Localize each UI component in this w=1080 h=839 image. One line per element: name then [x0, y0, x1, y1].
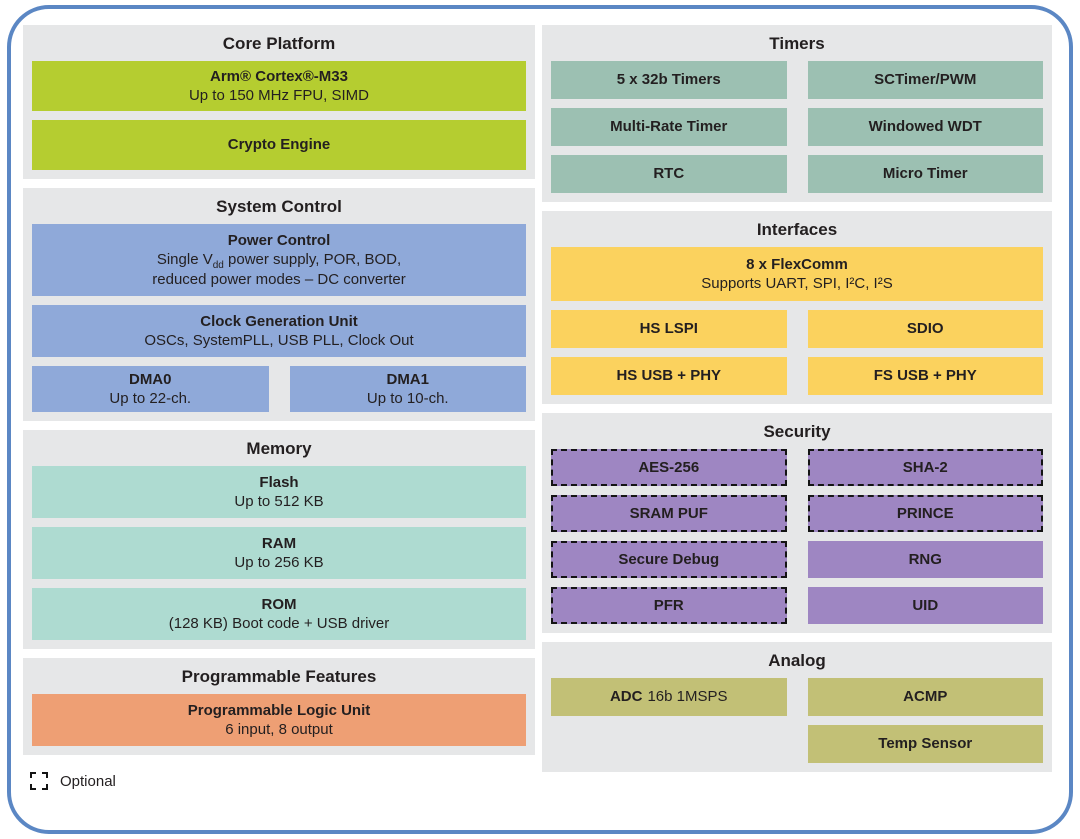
programmable-features-blocks: Programmable Logic Unit 6 input, 8 outpu…	[32, 694, 526, 746]
block-crypto-engine: Crypto Engine	[32, 120, 526, 170]
block-adc: ADC 16b 1MSPS	[551, 678, 787, 716]
power-control-title: Power Control	[227, 232, 331, 250]
vdd-subscript: dd	[212, 260, 224, 272]
block-temp-sensor: Temp Sensor	[807, 725, 1043, 763]
section-system-control: System Control Power Control Single Vdd …	[23, 188, 535, 421]
section-title-programmable-features: Programmable Features	[181, 667, 377, 686]
block-flash: Flash Up to 512 KB	[32, 466, 526, 518]
block-sram-puf: SRAM PUF	[551, 495, 787, 532]
block-diagram: Core Platform Arm® Cortex®-M33 Up to 150…	[23, 25, 1052, 772]
analog-grid: ADC 16b 1MSPS ACMP Temp Sensor	[551, 678, 1043, 763]
section-title-memory: Memory	[246, 439, 312, 458]
rom-subtitle: (128 KB) Boot code + USB driver	[168, 615, 390, 632]
block-micro-timer: Micro Timer	[807, 155, 1043, 193]
block-power-control: Power Control Single Vdd power supply, P…	[32, 224, 526, 296]
section-programmable-features: Programmable Features Programmable Logic…	[23, 658, 535, 755]
block-rng: RNG	[807, 541, 1043, 578]
block-dma0: DMA0 Up to 22-ch.	[32, 366, 269, 412]
ram-title: RAM	[261, 534, 297, 552]
section-title-timers: Timers	[769, 34, 825, 53]
block-fs-usb-phy: FS USB + PHY	[807, 357, 1043, 395]
section-interfaces: Interfaces 8 x FlexComm Supports UART, S…	[542, 211, 1052, 404]
block-dma1: DMA1 Up to 10-ch.	[289, 366, 526, 412]
block-hs-lspi: HS LSPI	[551, 310, 787, 348]
cortex-m33-title: Arm® Cortex®-M33	[210, 67, 348, 85]
section-title-system-control: System Control	[216, 197, 342, 216]
clock-generation-subtitle: OSCs, SystemPLL, USB PLL, Clock Out	[144, 332, 414, 349]
legend-label: Optional	[60, 772, 116, 790]
legend: Optional	[30, 772, 116, 790]
security-grid: AES-256 SHA-2 SRAM PUF PRINCE Secure Deb…	[551, 449, 1043, 624]
system-control-blocks: Power Control Single Vdd power supply, P…	[32, 224, 526, 412]
rom-title: ROM	[261, 595, 297, 613]
left-column: Core Platform Arm® Cortex®-M33 Up to 150…	[23, 25, 535, 772]
section-title-core-platform: Core Platform	[222, 34, 336, 53]
flash-title: Flash	[259, 473, 299, 491]
flexcomm-subtitle: Supports UART, SPI, I²C, I²S	[701, 275, 893, 292]
flexcomm-title: 8 x FlexComm	[746, 255, 848, 273]
interfaces-blocks: 8 x FlexComm Supports UART, SPI, I²C, I²…	[551, 247, 1043, 395]
block-hs-usb-phy: HS USB + PHY	[551, 357, 787, 395]
optional-dashed-box-icon	[30, 772, 48, 790]
power-control-line1: Single Vdd power supply, POR, BOD,	[156, 251, 402, 272]
block-cortex-m33: Arm® Cortex®-M33 Up to 150 MHz FPU, SIMD	[32, 61, 526, 111]
interfaces-grid: HS LSPI SDIO HS USB + PHY FS USB + PHY	[551, 310, 1043, 395]
crypto-engine-title: Crypto Engine	[227, 136, 331, 154]
section-title-analog: Analog	[768, 651, 826, 670]
block-multi-rate-timer: Multi-Rate Timer	[551, 108, 787, 146]
block-sha-2: SHA-2	[807, 449, 1043, 486]
section-title-security: Security	[763, 422, 831, 441]
adc-label: ADC 16b 1MSPS	[609, 688, 728, 706]
plu-title: Programmable Logic Unit	[187, 701, 371, 719]
block-ram: RAM Up to 256 KB	[32, 527, 526, 579]
block-uid: UID	[807, 587, 1043, 624]
flash-subtitle: Up to 512 KB	[234, 493, 324, 510]
block-sdio: SDIO	[807, 310, 1043, 348]
block-rtc: RTC	[551, 155, 787, 193]
dma-row: DMA0 Up to 22-ch. DMA1 Up to 10-ch.	[32, 366, 526, 412]
memory-blocks: Flash Up to 512 KB RAM Up to 256 KB ROM …	[32, 466, 526, 640]
analog-empty-cell	[551, 725, 787, 763]
block-32b-timers: 5 x 32b Timers	[551, 61, 787, 99]
section-title-interfaces: Interfaces	[756, 220, 838, 239]
block-sctimer-pwm: SCTimer/PWM	[807, 61, 1043, 99]
dma1-title: DMA1	[386, 370, 429, 388]
clock-generation-title: Clock Generation Unit	[200, 312, 358, 330]
block-flexcomm: 8 x FlexComm Supports UART, SPI, I²C, I²…	[551, 247, 1043, 301]
core-platform-blocks: Arm® Cortex®-M33 Up to 150 MHz FPU, SIMD…	[32, 61, 526, 170]
dma1-subtitle: Up to 10-ch.	[366, 390, 449, 407]
block-prince: PRINCE	[807, 495, 1043, 532]
block-rom: ROM (128 KB) Boot code + USB driver	[32, 588, 526, 640]
block-pfr: PFR	[551, 587, 787, 624]
block-aes-256: AES-256	[551, 449, 787, 486]
block-programmable-logic-unit: Programmable Logic Unit 6 input, 8 outpu…	[32, 694, 526, 746]
section-memory: Memory Flash Up to 512 KB RAM Up to 256 …	[23, 430, 535, 649]
block-windowed-wdt: Windowed WDT	[807, 108, 1043, 146]
right-column: Timers 5 x 32b Timers SCTimer/PWM Multi-…	[542, 25, 1052, 772]
section-analog: Analog ADC 16b 1MSPS ACMP Temp Sensor	[542, 642, 1052, 772]
block-acmp: ACMP	[807, 678, 1043, 716]
timers-grid: 5 x 32b Timers SCTimer/PWM Multi-Rate Ti…	[551, 61, 1043, 193]
dma0-subtitle: Up to 22-ch.	[109, 390, 192, 407]
block-clock-generation: Clock Generation Unit OSCs, SystemPLL, U…	[32, 305, 526, 357]
section-core-platform: Core Platform Arm® Cortex®-M33 Up to 150…	[23, 25, 535, 179]
section-timers: Timers 5 x 32b Timers SCTimer/PWM Multi-…	[542, 25, 1052, 202]
dma0-title: DMA0	[128, 370, 172, 388]
cortex-m33-subtitle: Up to 150 MHz FPU, SIMD	[188, 87, 370, 104]
power-control-line2: reduced power modes – DC converter	[152, 270, 406, 288]
plu-subtitle: 6 input, 8 output	[225, 721, 333, 738]
ram-subtitle: Up to 256 KB	[234, 554, 324, 571]
section-security: Security AES-256 SHA-2 SRAM PUF PRINCE S…	[542, 413, 1052, 633]
block-secure-debug: Secure Debug	[551, 541, 787, 578]
